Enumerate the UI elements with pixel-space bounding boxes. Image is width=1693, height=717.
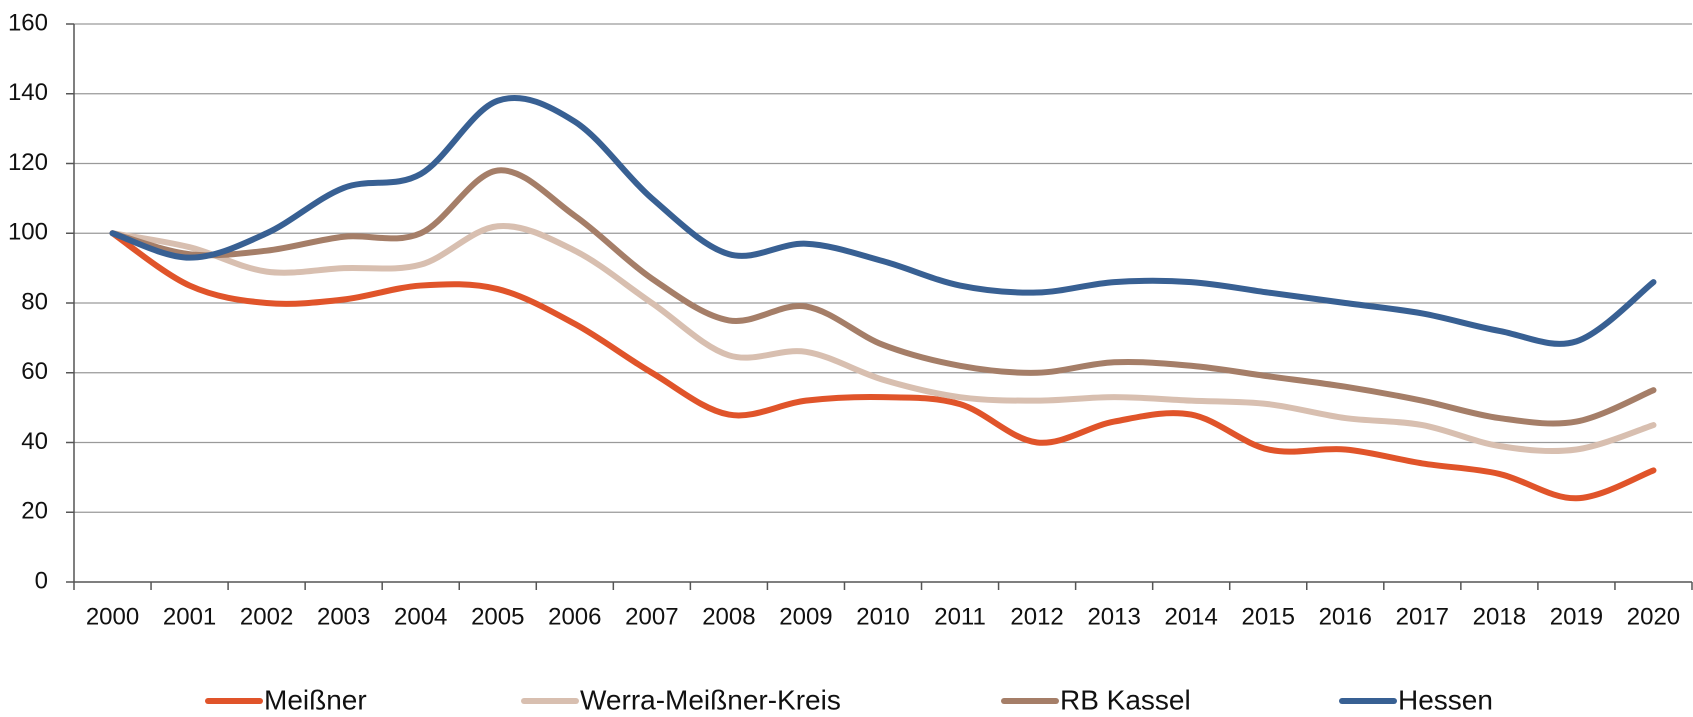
legend-label: RB Kassel (1060, 684, 1191, 715)
series-line (109, 223, 1657, 455)
x-tick-label: 2007 (625, 603, 678, 630)
x-tick-label: 2008 (702, 603, 755, 630)
y-tick-label: 100 (8, 219, 48, 246)
x-tick-label: 2020 (1627, 603, 1680, 630)
y-tick-label: 60 (21, 358, 48, 385)
x-tick-label: 2009 (779, 603, 832, 630)
series-line (109, 94, 1657, 347)
x-tick-label: 2006 (548, 603, 601, 630)
x-tick-label: 2010 (856, 603, 909, 630)
x-tick-label: 2013 (1087, 603, 1140, 630)
x-tick-label: 2017 (1396, 603, 1449, 630)
x-tick-label: 2015 (1242, 603, 1295, 630)
legend-label: Werra-Meißner-Kreis (580, 684, 841, 715)
x-tick-label: 2014 (1164, 603, 1217, 630)
y-tick-label: 80 (21, 288, 48, 315)
y-tick-label: 40 (21, 428, 48, 455)
x-tick-label: 2001 (163, 603, 216, 630)
y-tick-label: 120 (8, 149, 48, 176)
legend-label: Hessen (1398, 684, 1493, 715)
y-tick-label: 160 (8, 9, 48, 36)
x-tick-label: 2000 (86, 603, 139, 630)
y-tick-label: 140 (8, 79, 48, 106)
series-line (109, 230, 1657, 502)
series-line (109, 167, 1657, 427)
legend-label: Meißner (264, 684, 367, 715)
x-tick-label: 2002 (240, 603, 293, 630)
y-tick-label: 20 (21, 498, 48, 525)
x-tick-label: 2005 (471, 603, 524, 630)
x-tick-label: 2012 (1010, 603, 1063, 630)
x-tick-label: 2011 (934, 603, 986, 630)
x-tick-label: 2003 (317, 603, 370, 630)
x-tick-label: 2004 (394, 603, 447, 630)
x-tick-label: 2019 (1550, 603, 1603, 630)
x-tick-label: 2018 (1473, 603, 1526, 630)
y-tick-label: 0 (35, 567, 48, 594)
x-tick-label: 2016 (1319, 603, 1372, 630)
